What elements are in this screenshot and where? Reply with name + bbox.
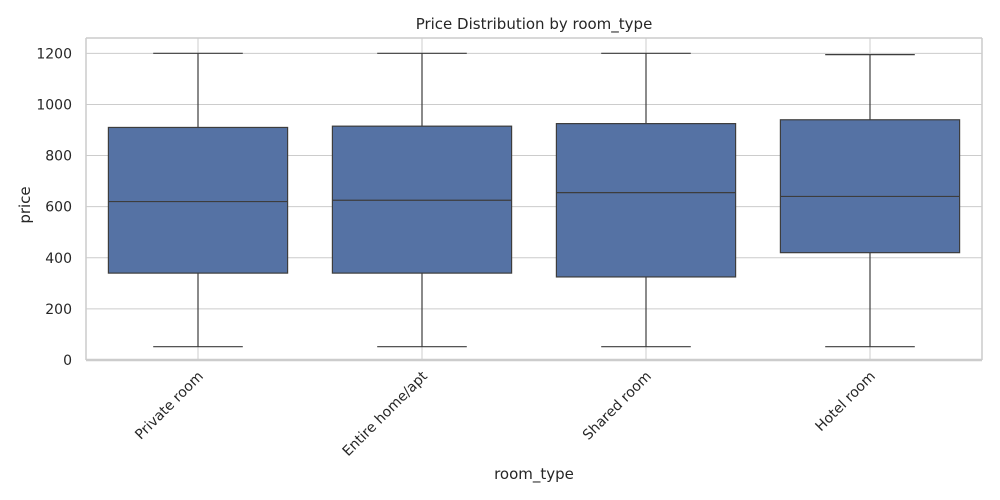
box-0 [107, 52, 289, 348]
x-axis-label: room_type [494, 465, 574, 484]
x-tick-label: Private room [132, 369, 207, 444]
y-tick-label: 1000 [36, 97, 72, 113]
y-tick-label: 0 [63, 353, 72, 369]
iqr-box [331, 125, 513, 274]
box-1 [331, 52, 513, 348]
y-tick-label: 800 [45, 149, 72, 165]
iqr-box [555, 123, 737, 278]
box-2 [555, 52, 737, 348]
x-tick-label: Entire home/apt [340, 368, 432, 460]
y-axis-label: price [16, 186, 34, 223]
box-3 [779, 54, 961, 348]
x-tick-label: Hotel room [813, 369, 879, 435]
box-series [107, 52, 961, 348]
y-tick-label: 600 [45, 200, 72, 216]
iqr-box [107, 126, 289, 274]
x-tick-label: Shared room [580, 369, 655, 444]
y-tick-label: 200 [45, 302, 72, 318]
y-tick-label: 400 [45, 251, 72, 267]
y-tick-label: 1200 [36, 46, 72, 62]
x-tick-labels: Private room Entire home/apt Shared room Ho… [132, 368, 879, 460]
axes-spines [85, 37, 983, 362]
chart-title: Price Distribution by room_type [416, 15, 653, 34]
y-tick-labels: 0 200 400 600 800 1000 1200 [36, 46, 72, 369]
iqr-box [779, 119, 961, 254]
